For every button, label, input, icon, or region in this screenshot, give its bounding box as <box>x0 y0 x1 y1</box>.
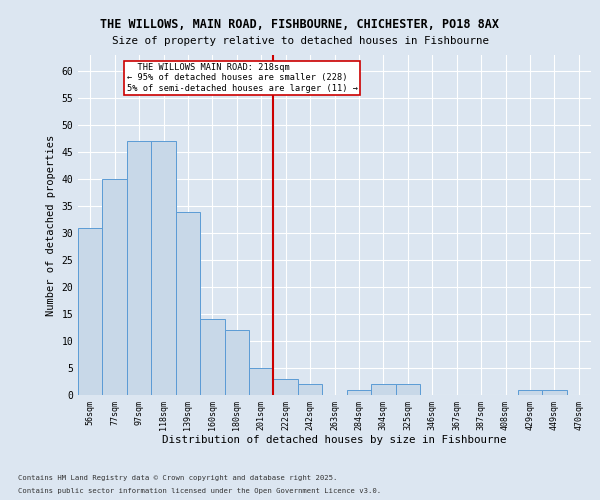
Bar <box>395 384 420 395</box>
Bar <box>224 330 249 395</box>
Bar <box>127 142 151 395</box>
Text: THE WILLOWS, MAIN ROAD, FISHBOURNE, CHICHESTER, PO18 8AX: THE WILLOWS, MAIN ROAD, FISHBOURNE, CHIC… <box>101 18 499 30</box>
Bar <box>274 379 298 395</box>
Text: Contains public sector information licensed under the Open Government Licence v3: Contains public sector information licen… <box>18 488 381 494</box>
Bar <box>103 179 127 395</box>
Bar <box>518 390 542 395</box>
Y-axis label: Number of detached properties: Number of detached properties <box>46 134 56 316</box>
Text: THE WILLOWS MAIN ROAD: 218sqm
← 95% of detached houses are smaller (228)
5% of s: THE WILLOWS MAIN ROAD: 218sqm ← 95% of d… <box>127 63 358 93</box>
Bar <box>249 368 274 395</box>
Bar <box>542 390 566 395</box>
Bar <box>200 320 224 395</box>
Bar <box>371 384 395 395</box>
Bar <box>347 390 371 395</box>
Bar <box>78 228 103 395</box>
Text: Contains HM Land Registry data © Crown copyright and database right 2025.: Contains HM Land Registry data © Crown c… <box>18 475 337 481</box>
X-axis label: Distribution of detached houses by size in Fishbourne: Distribution of detached houses by size … <box>162 436 507 446</box>
Bar <box>298 384 322 395</box>
Text: Size of property relative to detached houses in Fishbourne: Size of property relative to detached ho… <box>112 36 488 46</box>
Bar <box>176 212 200 395</box>
Bar <box>151 142 176 395</box>
